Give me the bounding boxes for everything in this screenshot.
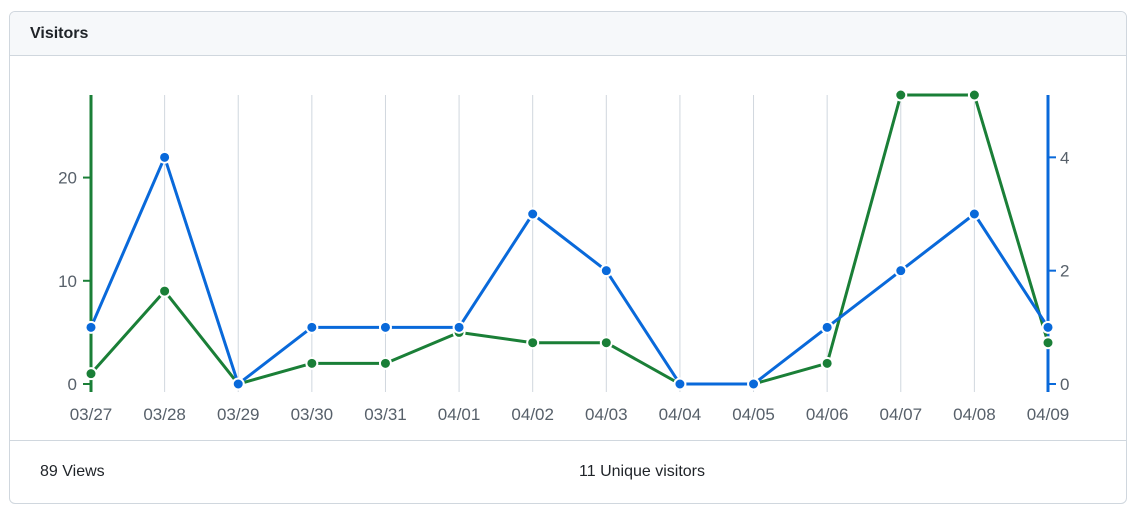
views-point-03-30	[305, 356, 319, 370]
left-tick-label-10: 10	[58, 272, 77, 291]
views-label: Views	[62, 463, 105, 480]
unique-visitors-point-04-02	[526, 207, 540, 221]
unique-visitors-line	[89, 155, 1050, 386]
views-point-03-28	[158, 284, 172, 298]
unique-visitors-stat: 11 Unique visitors	[579, 463, 705, 481]
x-tick-label-03-30: 03/30	[291, 405, 334, 424]
unique-visitors-point-03-27	[84, 320, 98, 334]
x-tick-label-03-27: 03/27	[70, 405, 113, 424]
views-count: 89	[40, 463, 58, 480]
unique-visitors-point-03-30	[305, 320, 319, 334]
unique-visitors-label: Unique visitors	[600, 463, 705, 480]
unique-visitors-point-04-03	[599, 264, 613, 278]
unique-visitors-point-03-28	[158, 150, 172, 164]
panel-title: Visitors	[30, 25, 89, 42]
right-tick-label-0: 0	[1060, 375, 1069, 394]
views-point-04-02	[526, 336, 540, 350]
views-point-04-08	[967, 88, 981, 102]
unique-visitors-point-04-01	[452, 320, 466, 334]
views-stat: 89 Views	[40, 463, 105, 481]
x-tick-label-03-31: 03/31	[364, 405, 407, 424]
panel-footer: 89 Views 11 Unique visitors	[10, 440, 1126, 503]
x-tick-label-04-07: 04/07	[879, 405, 922, 424]
views-point-03-27	[84, 367, 98, 381]
views-point-04-07	[894, 88, 908, 102]
x-tick-label-04-05: 04/05	[732, 405, 775, 424]
views-line	[89, 93, 1050, 386]
panel-header: Visitors	[10, 12, 1126, 56]
x-tick-label-04-06: 04/06	[806, 405, 849, 424]
x-tick-label-04-02: 04/02	[511, 405, 554, 424]
unique-visitors-point-03-31	[378, 320, 392, 334]
views-point-04-09	[1041, 336, 1055, 350]
left-tick-label-0: 0	[68, 375, 77, 394]
unique-visitors-point-04-08	[967, 207, 981, 221]
x-tick-label-04-04: 04/04	[659, 405, 702, 424]
right-tick-label-2: 2	[1060, 262, 1069, 281]
views-point-04-03	[599, 336, 613, 350]
x-tick-label-04-08: 04/08	[953, 405, 996, 424]
visitors-chart-container: 0 10 20 0 2 4 03/27 03/28 03/29 03/30 03/31 04/01 04…	[10, 56, 1126, 442]
x-tick-label-03-29: 03/29	[217, 405, 260, 424]
visitors-panel: Visitors 0 10 20 0 2 4 03/27 03/28 03/29 03/30 03/…	[9, 11, 1127, 504]
views-point-03-31	[378, 356, 392, 370]
x-tick-label-03-28: 03/28	[143, 405, 186, 424]
unique-visitors-count: 11	[579, 463, 596, 480]
unique-visitors-point-04-05	[747, 377, 761, 391]
unique-visitors-point-03-29	[231, 377, 245, 391]
unique-visitors-point-04-07	[894, 264, 908, 278]
x-tick-label-04-09: 04/09	[1027, 405, 1070, 424]
unique-visitors-point-04-09	[1041, 320, 1055, 334]
right-tick-label-4: 4	[1060, 148, 1069, 167]
x-tick-label-04-03: 04/03	[585, 405, 628, 424]
left-tick-label-20: 20	[58, 169, 77, 188]
visitors-chart: 0 10 20 0 2 4 03/27 03/28 03/29 03/30 03/31 04/01 04…	[58, 88, 1070, 424]
unique-visitors-point-04-06	[820, 320, 834, 334]
views-point-04-06	[820, 356, 834, 370]
unique-visitors-point-04-04	[673, 377, 687, 391]
x-tick-label-04-01: 04/01	[438, 405, 481, 424]
